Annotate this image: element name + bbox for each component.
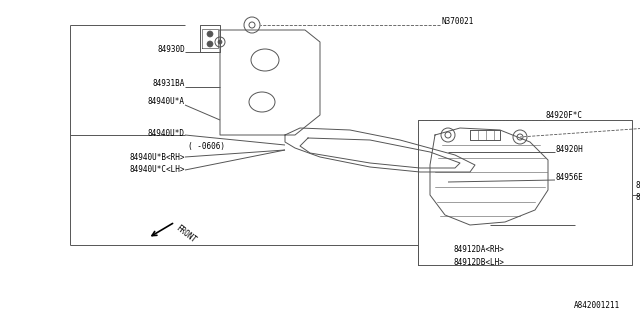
- Text: 84251B<LH>: 84251B<LH>: [635, 194, 640, 203]
- Text: 84912DA<RH>: 84912DA<RH>: [453, 245, 504, 254]
- Circle shape: [218, 40, 222, 44]
- Text: 84912DB<LH>: 84912DB<LH>: [453, 258, 504, 267]
- Text: 84940U*D: 84940U*D: [148, 129, 185, 138]
- Text: 84920F*C: 84920F*C: [546, 111, 583, 121]
- Text: 84920H: 84920H: [556, 146, 584, 155]
- Text: A842001211: A842001211: [573, 301, 620, 310]
- Text: 84940U*A: 84940U*A: [148, 98, 185, 107]
- Text: 84956E: 84956E: [556, 172, 584, 181]
- Text: 84940U*C<LH>: 84940U*C<LH>: [129, 165, 185, 174]
- Text: N370021: N370021: [442, 18, 474, 27]
- Circle shape: [207, 41, 213, 47]
- Text: 84251A<RH>: 84251A<RH>: [635, 180, 640, 189]
- Circle shape: [207, 31, 213, 37]
- Text: FRONT: FRONT: [174, 223, 198, 245]
- Text: 84940U*B<RH>: 84940U*B<RH>: [129, 153, 185, 162]
- Text: ( -0606): ( -0606): [188, 142, 225, 151]
- Text: 84931BA: 84931BA: [152, 79, 185, 89]
- Text: 84930D: 84930D: [157, 44, 185, 53]
